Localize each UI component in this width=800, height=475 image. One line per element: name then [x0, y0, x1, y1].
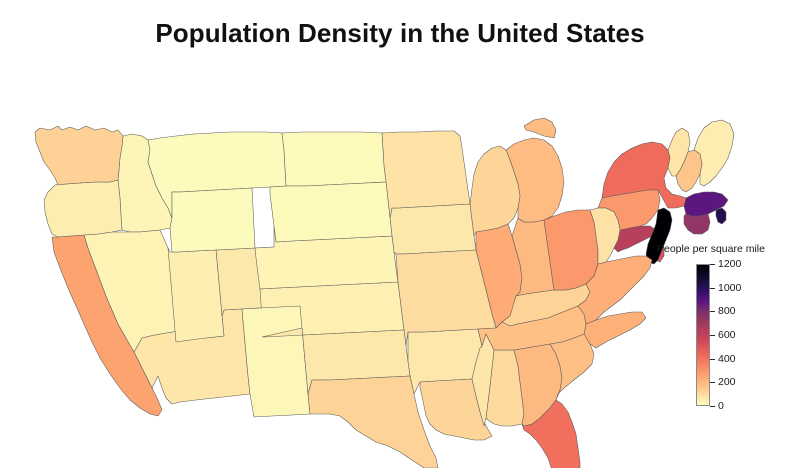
colorbar-tick-label: 1000	[718, 281, 742, 294]
colorbar-tick-label: 600	[718, 328, 736, 341]
colorbar-tick	[710, 406, 715, 407]
state-sd: South Dakota: 11	[270, 182, 392, 242]
state-tx: Texas: 112	[308, 376, 438, 468]
state-nv: Nevada: 28	[84, 230, 196, 352]
choropleth-map: Alabama: 96Arizona: 63Arkansas: 58Califo…	[0, 58, 800, 468]
colorbar-tick	[710, 264, 715, 265]
state-me: Maine: 43	[694, 120, 734, 186]
colorbar-tick-label: 400	[718, 352, 736, 365]
colorbar-tick-label: 0	[718, 399, 724, 412]
us-states-svg: Alabama: 96Arizona: 63Arkansas: 58Califo…	[0, 58, 800, 468]
page-title: Population Density in the United States	[155, 18, 645, 48]
colorbar-tick	[710, 287, 715, 289]
state-tn: Tennessee: 167	[478, 306, 586, 350]
state-ct: Connecticut: 742	[684, 214, 710, 234]
state-va: Virginia: 218	[578, 256, 652, 324]
colorbar-tick	[710, 358, 715, 360]
state-wa: Washington: 117	[35, 126, 123, 185]
colorbar-tick-label: 800	[718, 305, 736, 318]
colorbar-gradient	[696, 264, 710, 406]
colorbar-tick	[710, 311, 715, 313]
state-vt: Vermont: 68	[668, 128, 690, 176]
colorbar-tick	[710, 335, 715, 336]
state-nj: New Jersey: 1210	[646, 208, 672, 264]
state-nd: North Dakota: 11	[282, 132, 386, 186]
colorbar-tick-label: 200	[718, 376, 736, 389]
state-ut: Utah: 39	[168, 248, 224, 342]
colorbar: People per square mile 0 200 400 600 800 1000…	[657, 243, 797, 418]
state-oh: Ohio: 287	[544, 210, 598, 290]
state-nm: New Mexico: 17	[242, 306, 310, 417]
state-ia: Iowa: 57	[390, 204, 476, 254]
colorbar-tick	[710, 382, 715, 384]
colorbar-tick-label: 1200	[718, 257, 742, 270]
state-wy: Wyoming: 6	[170, 188, 255, 252]
colorbar-title: People per square mile	[657, 243, 765, 255]
state-ri: Rhode Island: 1021	[716, 208, 726, 224]
state-wv: West Virginia: 74	[590, 208, 620, 264]
state-ok: Oklahoma: 57	[262, 328, 410, 394]
state-ms: Mississippi: 63	[472, 334, 494, 426]
state-wi: Wisconsin: 108	[470, 146, 520, 236]
state-mn: Minnesota: 71	[382, 131, 470, 218]
states-layer: Alabama: 96Arizona: 63Arkansas: 58Califo…	[35, 118, 734, 468]
state-or: Oregon: 44	[44, 180, 122, 237]
state-ma: Massachusetts: 884	[684, 192, 728, 216]
